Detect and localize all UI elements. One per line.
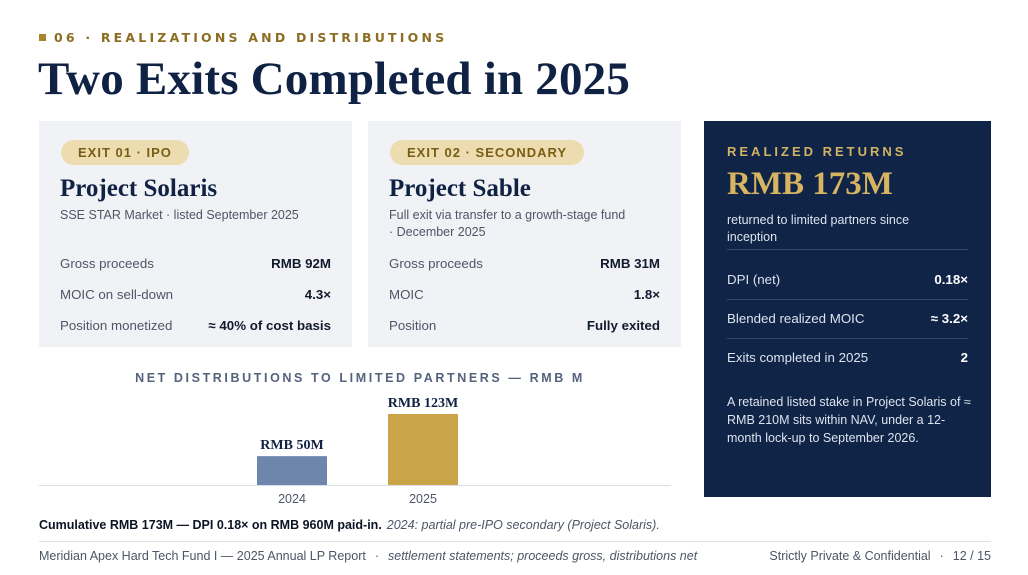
section-eyebrow: 06 · REALIZATIONS AND DISTRIBUTIONS [39, 30, 447, 45]
metric-value: RMB 31M [600, 256, 660, 271]
exit-type-badge: EXIT 02 · SECONDARY [390, 140, 585, 165]
metric-value: ≈ 40% of cost basis [208, 318, 331, 333]
exit-name: Project Solaris [60, 175, 218, 202]
footer: Meridian Apex Hard Tech Fund I — 2025 An… [39, 549, 991, 563]
chart-title: NET DISTRIBUTIONS TO LIMITED PARTNERS — … [135, 371, 585, 385]
metric-value: ≈ 3.2× [930, 311, 968, 326]
exit-metric-row: MOIC on sell-down 4.3× [60, 287, 331, 302]
eyebrow-text: 06 · REALIZATIONS AND DISTRIBUTIONS [54, 30, 448, 45]
realized-subtitle: returned to limited partners since incep… [727, 213, 910, 244]
realized-metric-row: Exits completed in 2025 2 [727, 350, 968, 365]
metric-label: Blended realized MOIC [727, 311, 865, 326]
footer-separator: · [374, 549, 379, 563]
realized-metric-row: DPI (net) 0.18× [727, 272, 968, 287]
divider [727, 338, 968, 339]
metric-label: Gross proceeds [60, 256, 154, 271]
exit-name: Project Sable [389, 175, 531, 202]
exit-subtitle: Full exit via transfer to a growth-stage… [389, 208, 626, 239]
x-tick-label: 2025 [409, 492, 437, 506]
realized-metric-row: Blended realized MOIC ≈ 3.2× [727, 311, 968, 326]
bar-2025 [388, 414, 458, 485]
exit-metric-row: Gross proceeds RMB 31M [389, 256, 660, 271]
exit-card-sable: EXIT 02 · SECONDARY Project Sable Full e… [368, 121, 681, 347]
exit-metric-row: Position monetized ≈ 40% of cost basis [60, 318, 331, 333]
metric-value: RMB 92M [271, 256, 331, 271]
footer-report-name: Meridian Apex Hard Tech Fund I — 2025 An… [39, 549, 366, 563]
footnote: Cumulative RMB 173M — DPI 0.18× on RMB 9… [39, 518, 660, 532]
page-title: Two Exits Completed in 2025 [38, 53, 631, 105]
footer-right: Strictly Private & Confidential · 12 / 15 [769, 549, 991, 563]
metric-label: Exits completed in 2025 [727, 350, 869, 365]
divider [727, 249, 968, 250]
metric-label: Position monetized [60, 318, 173, 333]
bar-data-label: RMB 50M [260, 438, 323, 453]
exit-metric-row: Position Fully exited [389, 318, 660, 333]
exit-type-badge: EXIT 01 · IPO [61, 140, 189, 165]
exit-metric-row: Gross proceeds RMB 92M [60, 256, 331, 271]
footer-left: Meridian Apex Hard Tech Fund I — 2025 An… [39, 549, 697, 563]
bar-2024 [257, 456, 327, 485]
divider [727, 299, 968, 300]
realized-amount: RMB 173M [727, 166, 893, 202]
realized-returns-panel: REALIZED RETURNS RMB 173M returned to li… [704, 121, 991, 497]
metric-label: Position [389, 318, 437, 333]
panel-label: REALIZED RETURNS [727, 144, 907, 159]
footnote-italic: 2024: partial pre-IPO secondary (Project… [386, 518, 660, 532]
lockup-note: A retained listed stake in Project Solar… [727, 395, 971, 445]
confidentiality-label: Strictly Private & Confidential [769, 549, 931, 563]
metric-value: 4.3× [304, 287, 331, 302]
metric-label: DPI (net) [727, 272, 781, 287]
eyebrow-square-icon [39, 34, 46, 41]
x-tick-label: 2024 [278, 492, 306, 506]
footnote-bold: Cumulative RMB 173M — DPI 0.18× on RMB 9… [39, 518, 382, 532]
footer-separator: · [939, 549, 944, 563]
metric-value: 1.8× [633, 287, 660, 302]
bar-data-label: RMB 123M [388, 396, 458, 411]
metric-value: 0.18× [934, 272, 968, 287]
footer-rule [39, 541, 991, 542]
metric-value: Fully exited [586, 318, 660, 333]
footer-source-note: settlement statements; proceeds gross, d… [388, 549, 698, 563]
exit-subtitle: SSE STAR Market · listed September 2025 [60, 208, 299, 222]
distributions-bar-chart: RMB 50M 2024 RMB 123M 2025 [39, 396, 671, 506]
metric-label: MOIC [389, 287, 424, 302]
page-number: 12 / 15 [952, 549, 991, 563]
exit-metric-row: MOIC 1.8× [389, 287, 660, 302]
exit-card-solaris: EXIT 01 · IPO Project Solaris SSE STAR M… [39, 121, 352, 347]
metric-label: MOIC on sell-down [60, 287, 174, 302]
metric-label: Gross proceeds [389, 256, 483, 271]
metric-value: 2 [960, 350, 968, 365]
